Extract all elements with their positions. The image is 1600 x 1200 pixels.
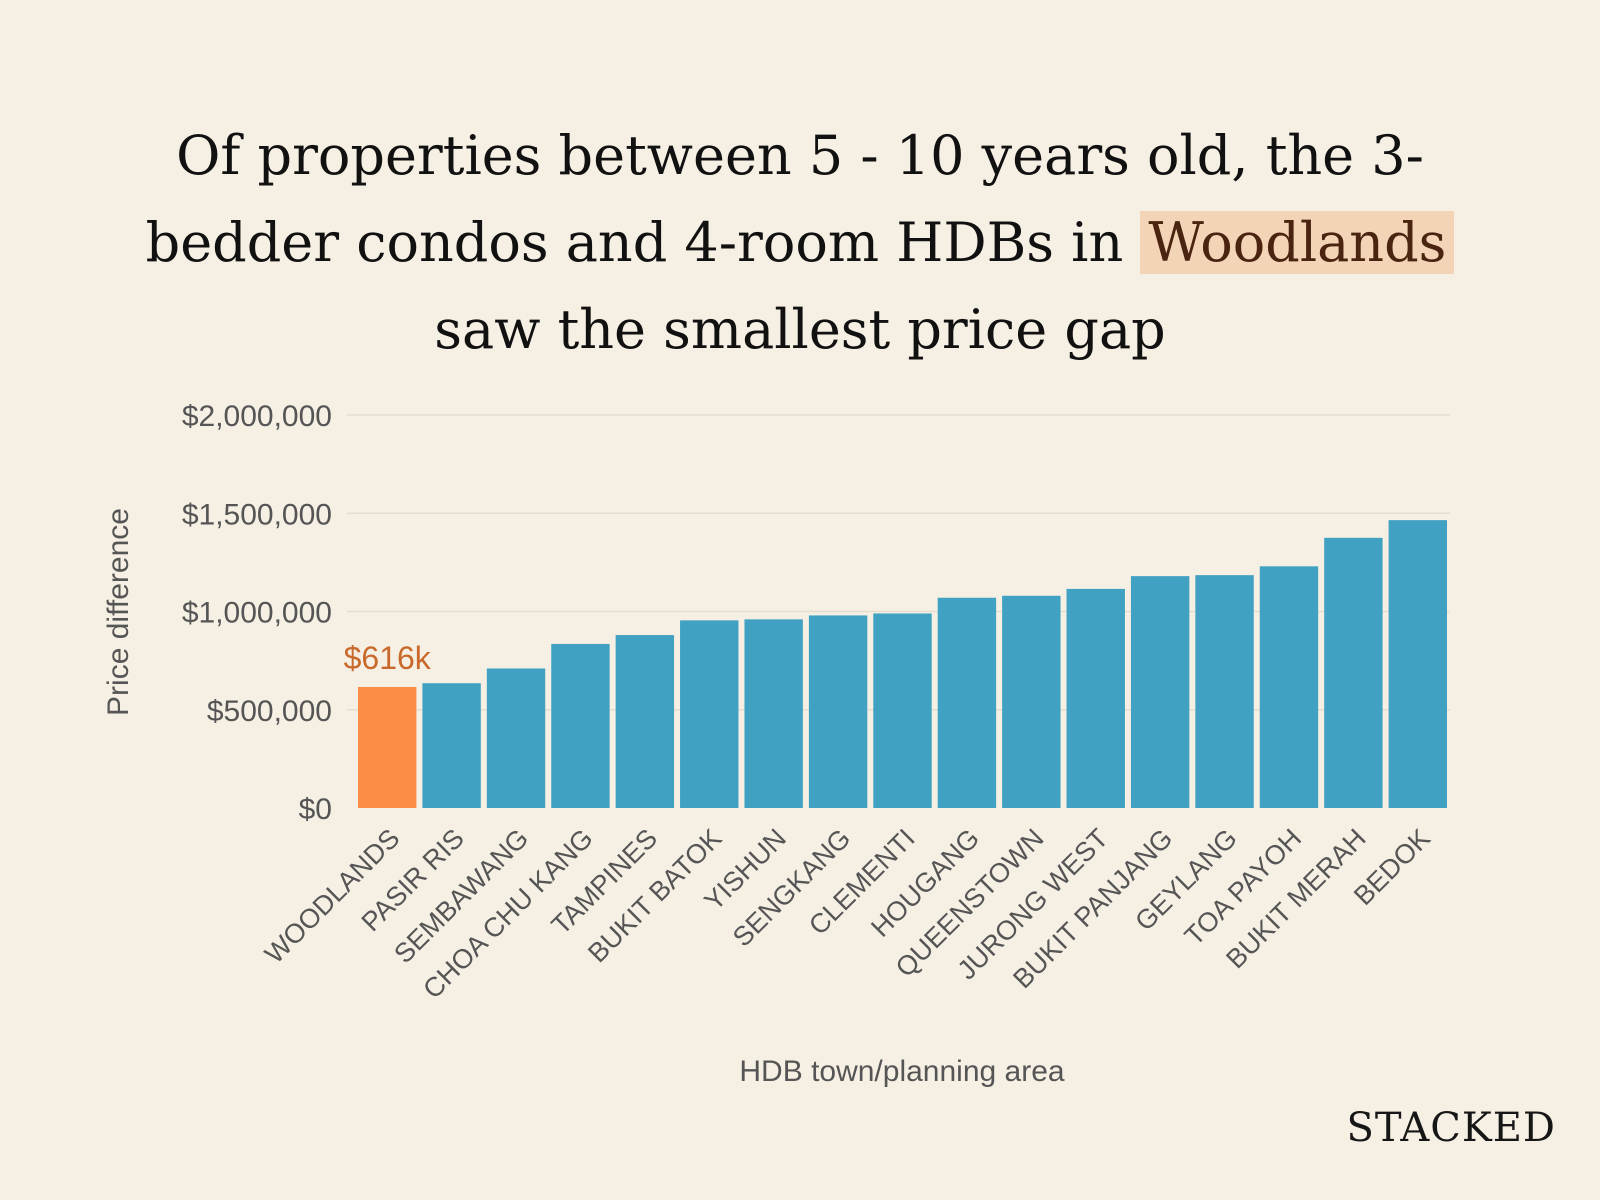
- bar: [873, 613, 932, 808]
- title-line-2: bedder condos and 4-room HDBs in Woodlan…: [100, 199, 1500, 286]
- x-axis-title: HDB town/planning area: [739, 1055, 1065, 1088]
- title-line-1: Of properties between 5 - 10 years old, …: [176, 124, 1424, 187]
- bar: [358, 686, 417, 808]
- y-tick-label: $1,500,000: [182, 498, 332, 531]
- bar: [680, 620, 739, 808]
- bar: [1259, 566, 1319, 808]
- bar: [808, 615, 868, 808]
- y-axis-title: Price difference: [102, 508, 135, 716]
- brand-logo: STACKED: [1346, 1105, 1556, 1151]
- title-line-3: saw the smallest price gap: [434, 298, 1166, 361]
- title-highlight: Woodlands: [1140, 211, 1455, 274]
- bar: [551, 643, 610, 808]
- y-tick-label: $0: [299, 793, 332, 826]
- bar: [615, 635, 675, 808]
- bar-annotation: $616k: [344, 640, 432, 676]
- bar: [1388, 520, 1447, 808]
- bar: [1066, 588, 1125, 808]
- y-tick-label: $500,000: [207, 695, 332, 728]
- bar: [744, 619, 803, 808]
- bar: [1130, 576, 1190, 808]
- title-line-2-text: bedder condos and 4-room HDBs in: [145, 211, 1124, 274]
- bar: [1324, 537, 1383, 808]
- chart-title: Of properties between 5 - 10 years old, …: [100, 112, 1500, 373]
- bar: [422, 683, 481, 808]
- y-tick-label: $1,000,000: [182, 597, 332, 630]
- bar: [1002, 595, 1061, 808]
- bar: [1195, 575, 1254, 808]
- bar: [937, 597, 997, 808]
- bar: [486, 668, 546, 808]
- y-tick-label: $2,000,000: [182, 400, 332, 433]
